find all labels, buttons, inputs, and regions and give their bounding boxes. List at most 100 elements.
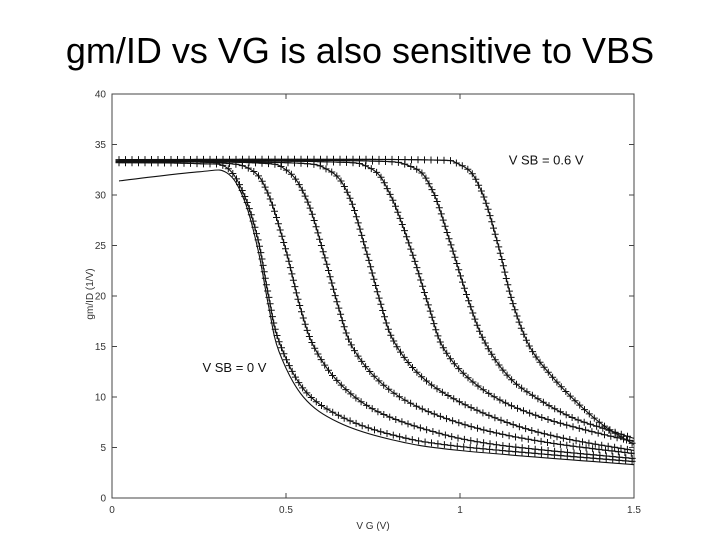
data-marker (576, 443, 584, 451)
data-marker (304, 198, 312, 206)
data-marker (505, 442, 513, 450)
data-marker (499, 430, 507, 438)
data-marker (556, 419, 564, 427)
data-marker (154, 156, 162, 163)
data-marker (368, 405, 376, 413)
data-marker (563, 441, 571, 449)
data-marker (271, 155, 279, 163)
data-marker (540, 363, 548, 371)
data-marker (550, 440, 558, 447)
data-marker (511, 306, 519, 314)
data-marker (591, 440, 599, 448)
data-marker (440, 156, 448, 164)
data-marker (415, 437, 423, 445)
data-marker (299, 314, 307, 322)
data-marker (292, 175, 300, 183)
data-marker (473, 321, 481, 329)
data-marker (356, 155, 363, 163)
data-marker (317, 242, 325, 249)
data-marker (368, 269, 376, 277)
data-marker (380, 411, 388, 418)
data-marker (532, 353, 540, 361)
data-marker (282, 245, 289, 253)
data-marker (627, 449, 635, 457)
data-marker (436, 412, 444, 420)
data-marker (265, 155, 272, 163)
data-marker (529, 348, 537, 356)
data-marker (375, 294, 383, 302)
data-marker (252, 155, 259, 163)
data-marker (623, 445, 631, 453)
data-marker (236, 181, 243, 189)
series-line (118, 160, 635, 442)
data-marker (624, 432, 631, 440)
data-marker (233, 175, 240, 183)
data-marker (424, 408, 432, 416)
data-marker (340, 414, 348, 422)
data-marker (445, 235, 453, 243)
data-marker (435, 204, 443, 212)
data-marker (386, 190, 394, 198)
data-marker (413, 368, 421, 376)
data-marker (316, 235, 324, 243)
data-marker (361, 244, 369, 252)
data-marker (348, 200, 356, 208)
data-marker (284, 155, 292, 163)
data-marker (556, 408, 564, 416)
data-marker (342, 386, 350, 394)
data-marker (606, 426, 614, 434)
data-marker (303, 326, 311, 334)
data-marker (396, 214, 404, 222)
data-marker (383, 430, 391, 437)
data-marker (386, 413, 394, 421)
data-marker (481, 339, 489, 347)
data-marker (517, 324, 525, 332)
data-marker (249, 217, 257, 225)
data-marker (459, 278, 466, 286)
data-marker (408, 436, 416, 444)
data-marker (239, 155, 246, 163)
data-marker (450, 395, 458, 403)
data-marker (254, 236, 262, 244)
data-marker (528, 391, 536, 399)
data-marker (428, 313, 436, 321)
series-line (118, 159, 635, 439)
data-marker (317, 155, 324, 163)
data-marker (613, 434, 621, 442)
data-marker (291, 283, 299, 291)
data-marker (401, 227, 408, 235)
data-marker (461, 421, 469, 429)
data-marker (304, 155, 311, 163)
data-marker (464, 374, 472, 382)
data-marker (325, 267, 332, 274)
data-marker (452, 159, 460, 167)
data-marker (354, 219, 362, 227)
data-marker (323, 260, 331, 268)
data-marker (486, 428, 494, 435)
data-marker (574, 416, 582, 424)
data-marker (502, 275, 510, 282)
data-marker (115, 156, 123, 164)
data-marker (288, 270, 296, 278)
data-marker (291, 373, 299, 381)
data-marker (515, 423, 523, 431)
data-marker (426, 307, 434, 315)
data-marker (362, 155, 370, 163)
data-marker (352, 394, 360, 402)
data-marker (301, 320, 309, 328)
data-marker (328, 168, 336, 176)
data-marker (491, 356, 499, 364)
data-marker (414, 156, 422, 164)
data-marker (371, 426, 378, 434)
data-marker (392, 202, 399, 210)
data-marker (451, 253, 459, 261)
data-marker (258, 177, 266, 185)
data-marker (128, 156, 136, 164)
data-marker (583, 450, 591, 458)
series-line (118, 162, 635, 463)
data-marker (482, 199, 490, 207)
data-marker (305, 333, 313, 340)
data-marker (418, 169, 426, 177)
y-tick-label: 25 (95, 241, 107, 252)
